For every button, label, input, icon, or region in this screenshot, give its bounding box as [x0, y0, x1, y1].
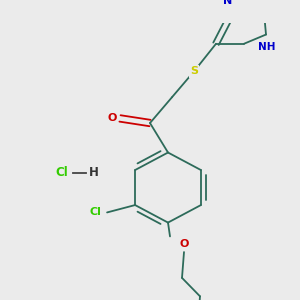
Text: H: H — [89, 166, 99, 179]
Text: Cl: Cl — [56, 166, 68, 179]
Text: O: O — [107, 113, 117, 123]
Text: S: S — [190, 66, 198, 76]
Text: O: O — [179, 239, 189, 249]
Text: Cl: Cl — [89, 207, 101, 218]
Text: NH: NH — [258, 42, 275, 52]
Text: N: N — [224, 0, 232, 6]
